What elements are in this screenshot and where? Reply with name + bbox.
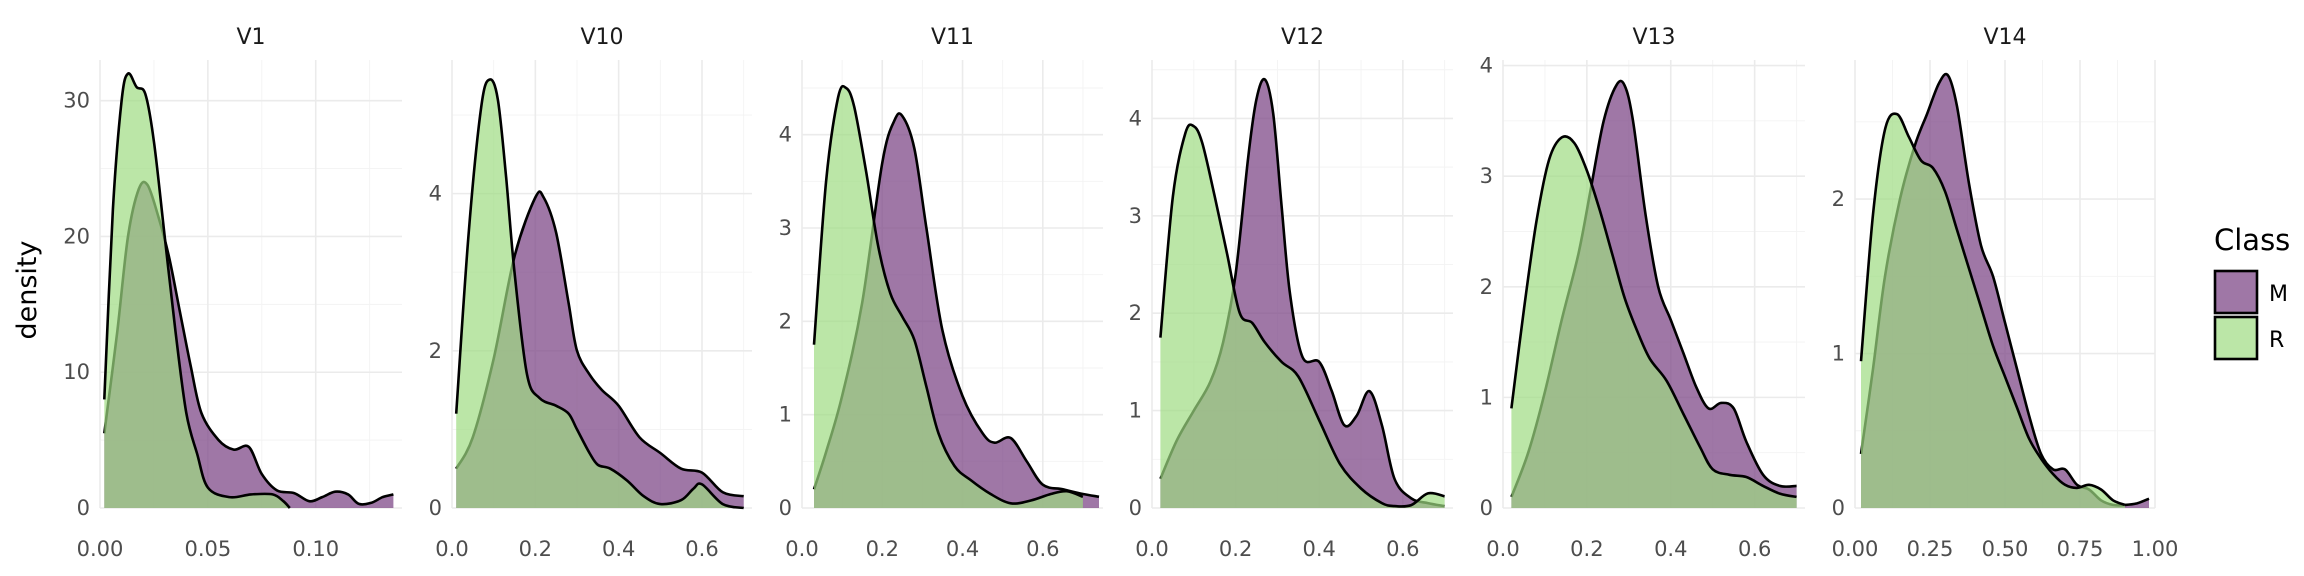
y-tick-label: 0 [779, 496, 792, 520]
y-tick-label: 4 [429, 182, 442, 206]
density-area-R [1160, 124, 1445, 509]
y-tick-label: 1 [779, 403, 792, 427]
panel-V10: V10 0.0 0.2 0.4 0.6 0 2 4 [429, 25, 752, 561]
x-tick-label: 0.4 [1303, 537, 1336, 561]
facet-title: V10 [580, 25, 623, 50]
y-tick-label: 10 [63, 360, 90, 384]
y-tick-label: 0 [1129, 496, 1142, 520]
x-tick-label: 0.50 [1982, 537, 2029, 561]
x-tick-label: 0.2 [1219, 537, 1252, 561]
density-curve-R [1859, 112, 2126, 507]
y-tick-label: 4 [1480, 54, 1493, 78]
legend: Class M R [2213, 223, 2290, 361]
panel-V1: V1 0.00 0.05 0.10 0 10 20 30 [63, 25, 402, 561]
density-curve-R [1159, 123, 1445, 508]
y-tick-label: 3 [1129, 204, 1142, 228]
x-tick-label: 0.0 [1486, 537, 1519, 561]
x-tick-label: 0.00 [77, 537, 124, 561]
x-tick-label: 0.0 [435, 537, 468, 561]
y-tick-label: 1 [1129, 399, 1142, 423]
facet-title: V12 [1281, 25, 1324, 50]
y-tick-label: 4 [1129, 106, 1142, 130]
y-tick-label: 2 [779, 309, 792, 333]
y-axis-title: density [12, 240, 43, 339]
y-tick-label: 2 [1129, 301, 1142, 325]
density-area-R [104, 73, 290, 508]
x-tick-label: 0.10 [292, 537, 339, 561]
x-tick-label: 0.2 [866, 537, 899, 561]
y-tick-label: 4 [779, 123, 792, 147]
x-tick-label: 0.0 [785, 537, 818, 561]
y-tick-label: 2 [1480, 275, 1493, 299]
panel-V14: V14 0.00 0.25 0.50 0.75 1.00 0 1 2 [1832, 25, 2179, 561]
density-area-R [814, 86, 1083, 508]
x-tick-label: 0.4 [946, 537, 979, 561]
legend-key-R [2213, 315, 2259, 361]
x-tick-label: 0.6 [1386, 537, 1419, 561]
x-tick-label: 0.05 [184, 537, 231, 561]
facet-title: V14 [1983, 25, 2026, 50]
y-tick-label: 0 [429, 496, 442, 520]
x-tick-label: 0.2 [519, 537, 552, 561]
density-curve-R [812, 84, 1084, 505]
y-tick-label: 2 [429, 339, 442, 363]
density-area-R [456, 79, 744, 509]
y-tick-label: 1 [1832, 342, 1845, 366]
y-tick-label: 30 [63, 89, 90, 113]
x-tick-label: 1.00 [2132, 537, 2179, 561]
x-tick-label: 0.6 [1026, 537, 1059, 561]
facet-title: V13 [1632, 25, 1675, 50]
density-curve-R [454, 78, 744, 510]
panel-V11: V11 0.0 0.2 0.4 0.6 0 1 2 3 4 [779, 25, 1103, 561]
y-tick-label: 0 [1832, 496, 1845, 520]
legend-label-M: M [2269, 282, 2288, 307]
y-tick-label: 20 [63, 224, 90, 248]
density-area-R [1861, 113, 2125, 508]
x-tick-label: 0.25 [1907, 537, 1954, 561]
x-tick-label: 0.6 [685, 537, 718, 561]
y-tick-label: 3 [779, 216, 792, 240]
x-tick-label: 0.6 [1738, 537, 1771, 561]
x-tick-label: 0.75 [2057, 537, 2104, 561]
x-tick-label: 0.4 [1654, 537, 1687, 561]
y-tick-label: 1 [1480, 385, 1493, 409]
x-tick-label: 0.00 [1832, 537, 1879, 561]
y-tick-label: 3 [1480, 164, 1493, 188]
x-tick-label: 0.0 [1135, 537, 1168, 561]
panel-V13: V13 0.0 0.2 0.4 0.6 0 1 2 3 4 [1480, 25, 1805, 561]
x-tick-label: 0.2 [1570, 537, 1603, 561]
y-tick-label: 2 [1832, 187, 1845, 211]
density-curve-R [103, 72, 291, 509]
facet-title: V11 [931, 25, 974, 50]
facet-title: V1 [236, 25, 265, 50]
y-tick-label: 0 [1480, 496, 1493, 520]
legend-key-M [2213, 269, 2259, 315]
x-tick-label: 0.4 [602, 537, 635, 561]
panel-V12: V12 0.0 0.2 0.4 0.6 0 1 2 3 4 [1129, 25, 1453, 561]
legend-title: Class [2214, 223, 2290, 257]
y-tick-label: 0 [77, 496, 90, 520]
density-curve-R [1510, 135, 1797, 499]
density-area-R [1511, 136, 1797, 508]
legend-label-R: R [2269, 328, 2284, 353]
